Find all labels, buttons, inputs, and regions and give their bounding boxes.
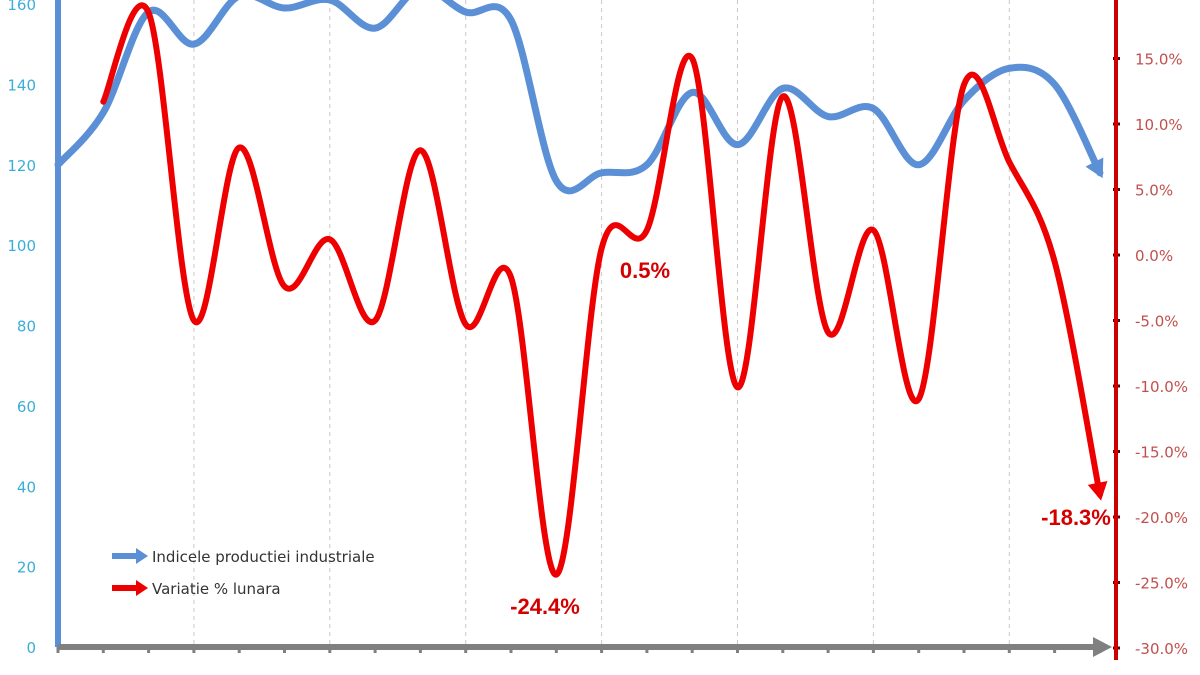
legend-label-index: Indicele productiei industriale [152, 548, 375, 566]
left-tick-label: 100 [7, 237, 36, 255]
legend: Indicele productiei industriale Variatie… [112, 548, 375, 598]
left-tick-label: 80 [17, 318, 36, 336]
series-line-index [54, 0, 1104, 195]
series-arrowhead [1085, 157, 1104, 179]
series-line-variation [100, 2, 1103, 578]
legend-arrow-icon [136, 548, 148, 564]
left-tick-label: 20 [17, 559, 36, 577]
x-axis-arrow [1093, 637, 1112, 657]
left-tick-label: 120 [7, 157, 36, 175]
right-tick-label: -10.0% [1135, 378, 1188, 396]
series-arrowhead [1087, 481, 1108, 501]
left-tick-label: 0 [26, 639, 36, 657]
annotation-label: 0.5% [620, 258, 670, 283]
annotation-label: -18.3% [1041, 505, 1111, 530]
right-tick-label: -25.0% [1135, 575, 1188, 593]
legend-arrow-icon [136, 580, 148, 596]
right-tick-label: 15.0% [1135, 51, 1183, 69]
right-tick-label: 5.0% [1135, 182, 1173, 200]
right-tick-label: -15.0% [1135, 444, 1188, 462]
left-tick-label: 160 [7, 0, 36, 14]
legend-label-variation: Variatie % lunara [152, 580, 281, 598]
left-tick-label: 40 [17, 478, 36, 496]
right-tick-label: -30.0% [1135, 640, 1188, 658]
left-tick-label: 140 [7, 76, 36, 94]
right-tick-label: 10.0% [1135, 116, 1183, 134]
right-tick-label: -20.0% [1135, 509, 1188, 527]
right-tick-label: 0.0% [1135, 247, 1173, 265]
right-tick-label: -5.0% [1135, 313, 1179, 331]
annotation-label: -24.4% [510, 594, 580, 619]
left-tick-label: 60 [17, 398, 36, 416]
